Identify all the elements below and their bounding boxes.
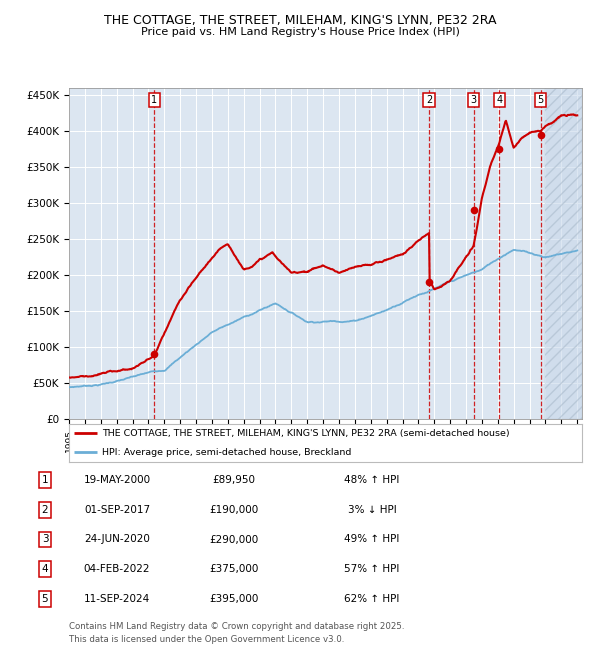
Text: 57% ↑ HPI: 57% ↑ HPI bbox=[344, 564, 400, 575]
Text: 3: 3 bbox=[470, 95, 477, 105]
Text: 2: 2 bbox=[41, 504, 49, 515]
Text: 3% ↓ HPI: 3% ↓ HPI bbox=[347, 504, 397, 515]
Text: 11-SEP-2024: 11-SEP-2024 bbox=[84, 594, 150, 604]
Text: 24-JUN-2020: 24-JUN-2020 bbox=[84, 534, 150, 545]
Text: 19-MAY-2000: 19-MAY-2000 bbox=[83, 474, 151, 485]
Text: THE COTTAGE, THE STREET, MILEHAM, KING'S LYNN, PE32 2RA (semi-detached house): THE COTTAGE, THE STREET, MILEHAM, KING'S… bbox=[103, 429, 510, 437]
Text: 4: 4 bbox=[41, 564, 49, 575]
Text: 3: 3 bbox=[41, 534, 49, 545]
Text: £290,000: £290,000 bbox=[209, 534, 259, 545]
Text: 2: 2 bbox=[426, 95, 432, 105]
Text: 01-SEP-2017: 01-SEP-2017 bbox=[84, 504, 150, 515]
Text: Price paid vs. HM Land Registry's House Price Index (HPI): Price paid vs. HM Land Registry's House … bbox=[140, 27, 460, 37]
Text: £375,000: £375,000 bbox=[209, 564, 259, 575]
Bar bbox=[545, 88, 582, 419]
Text: £190,000: £190,000 bbox=[209, 504, 259, 515]
Text: 4: 4 bbox=[496, 95, 502, 105]
Text: 49% ↑ HPI: 49% ↑ HPI bbox=[344, 534, 400, 545]
Text: 5: 5 bbox=[538, 95, 544, 105]
Text: £395,000: £395,000 bbox=[209, 594, 259, 604]
Text: Contains HM Land Registry data © Crown copyright and database right 2025.
This d: Contains HM Land Registry data © Crown c… bbox=[69, 622, 404, 644]
Text: THE COTTAGE, THE STREET, MILEHAM, KING'S LYNN, PE32 2RA: THE COTTAGE, THE STREET, MILEHAM, KING'S… bbox=[104, 14, 496, 27]
Text: 48% ↑ HPI: 48% ↑ HPI bbox=[344, 474, 400, 485]
Text: HPI: Average price, semi-detached house, Breckland: HPI: Average price, semi-detached house,… bbox=[103, 448, 352, 456]
Text: 62% ↑ HPI: 62% ↑ HPI bbox=[344, 594, 400, 604]
Text: £89,950: £89,950 bbox=[212, 474, 256, 485]
Text: 1: 1 bbox=[41, 474, 49, 485]
Text: 04-FEB-2022: 04-FEB-2022 bbox=[84, 564, 150, 575]
Text: 5: 5 bbox=[41, 594, 49, 604]
Text: 1: 1 bbox=[151, 95, 158, 105]
